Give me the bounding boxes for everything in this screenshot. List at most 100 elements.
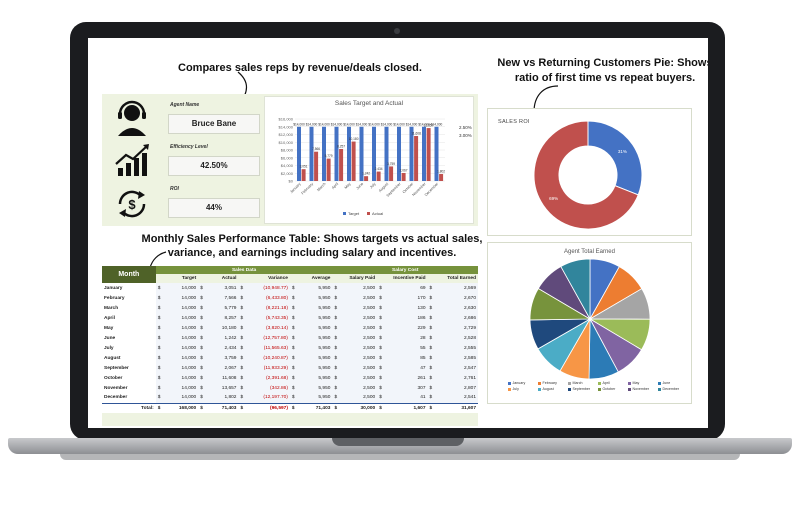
month-cell: April (102, 313, 156, 323)
cell-total: 31,607 (435, 402, 478, 413)
legend-swatch (568, 387, 571, 391)
currency-symbol: $ (238, 363, 247, 373)
y-tick-label: $10,000 (279, 140, 294, 145)
target-bar (297, 126, 301, 181)
cell-target: 14,000 (163, 363, 199, 373)
roi-label: ROI (170, 186, 179, 192)
currency-symbol: $ (198, 393, 207, 403)
agent-name-field[interactable]: Bruce Bane (168, 114, 260, 134)
legend-item: March (568, 381, 598, 385)
currency-symbol: $ (332, 293, 341, 303)
table-row: April $14,000 $8,257 $ (5,743.35) $5,950 $2,50… (102, 313, 478, 323)
cell-salary: 2,500 (340, 373, 378, 383)
target-data-label: $14,000 (393, 122, 405, 126)
currency-symbol: $ (198, 303, 207, 313)
actual-data-label: 5,779 (325, 154, 333, 158)
cell-average: 5,950 (297, 383, 333, 393)
cell-actual: 71,403 (206, 402, 239, 413)
currency-symbol: $ (289, 383, 298, 393)
currency-symbol: $ (427, 303, 436, 313)
y-tick-label: $8,000 (281, 148, 294, 153)
table-row: July $14,000 $2,434 $ (11,565.63) $5,950 $2,50… (102, 343, 478, 353)
table-annotation: Monthly Sales Performance Table: Shows t… (122, 232, 502, 261)
currency-symbol: $ (238, 303, 247, 313)
target-bar (384, 126, 389, 181)
legend-item: November (628, 387, 658, 391)
target-data-label: $14,000 (318, 122, 330, 126)
currency-symbol: $ (377, 293, 386, 303)
currency-symbol: $ (377, 363, 386, 373)
actual-bar (401, 172, 406, 181)
actual-data-label: 8,257 (337, 145, 345, 149)
table-row: January $14,000 $3,051 $ (10,948.77) $5,950 $2… (102, 283, 478, 293)
cell-target: 168,000 (163, 402, 199, 413)
currency-symbol: $ (332, 373, 341, 383)
legend-actual-swatch (367, 212, 370, 215)
currency-symbol: $ (238, 393, 247, 403)
cell-incentive: 307 (385, 383, 428, 393)
currency-symbol: $ (289, 363, 298, 373)
actual-bar (351, 141, 356, 181)
x-tick-label: April (331, 182, 339, 190)
cell-average: 5,950 (297, 323, 333, 333)
x-tick-label: March (316, 182, 326, 192)
cell-incentive: 170 (385, 293, 428, 303)
sales-roi-card: SALES ROI 31% 69% (487, 108, 692, 236)
currency-symbol: $ (155, 383, 164, 393)
cell-incentive: 69 (385, 283, 428, 293)
currency-symbol: $ (198, 353, 207, 363)
cell-total: 2,585 (435, 353, 478, 363)
sales-data-header: Sales Data (155, 266, 333, 274)
cell-incentive: 85 (385, 353, 428, 363)
target-bar (434, 126, 439, 181)
col-salary-paid: Salary Paid (332, 274, 378, 283)
cell-target: 14,000 (163, 383, 199, 393)
currency-symbol: $ (289, 283, 298, 293)
cell-actual: 7,566 (206, 293, 239, 303)
y-tick-label: $4,000 (281, 163, 294, 168)
pie-chart-title: Agent Total Earned (564, 249, 615, 255)
currency-symbol: $ (377, 383, 386, 393)
currency-symbol: $ (289, 393, 298, 403)
revenue-annotation: Compares sales reps by revenue/deals clo… (178, 62, 422, 74)
currency-symbol: $ (198, 363, 207, 373)
currency-symbol: $ (377, 333, 386, 343)
svg-text:$: $ (128, 197, 136, 212)
pie-annotation-line1: New vs Returning Customers Pie: Shows (497, 57, 708, 69)
cell-target: 14,000 (163, 323, 199, 333)
growth-chart-icon (115, 144, 149, 176)
legend-label: January (512, 381, 526, 385)
x-tick-label: July (369, 182, 377, 190)
roi-value: 44% (168, 198, 260, 218)
target-data-label: $14,000 (356, 122, 368, 126)
legend-swatch (658, 387, 661, 391)
cell-actual: 5,779 (206, 303, 239, 313)
actual-data-label: 3,759 (387, 162, 395, 166)
cell-salary: 2,500 (340, 323, 378, 333)
currency-symbol: $ (427, 333, 436, 343)
currency-symbol: $ (289, 313, 298, 323)
legend-swatch (508, 387, 511, 391)
pie-annotation-line2: ratio of first time vs repeat buyers. (514, 71, 696, 84)
currency-symbol: $ (332, 323, 341, 333)
salary-cost-header: Salary Cost (332, 266, 478, 274)
currency-symbol: $ (377, 283, 386, 293)
currency-symbol: $ (155, 353, 164, 363)
cell-target: 14,000 (163, 313, 199, 323)
currency-symbol: $ (155, 402, 164, 413)
month-header: Month (102, 266, 156, 283)
target-bar (359, 126, 364, 181)
currency-symbol: $ (377, 343, 386, 353)
legend-item: May (628, 381, 658, 385)
cell-total: 2,569 (435, 283, 478, 293)
actual-bar (389, 166, 394, 181)
agent-earned-card: Agent Total Earned January February March A… (487, 242, 692, 404)
y2-tick-label: 2.50% (459, 125, 472, 130)
actual-data-label: 2,434 (375, 167, 383, 171)
cell-variance: (2,391.68) (246, 373, 290, 383)
cell-variance: (5,743.35) (246, 313, 290, 323)
currency-symbol: $ (238, 383, 247, 393)
cell-variance: (10,240.87) (246, 353, 290, 363)
sales-performance-table: Month Sales Data Salary Cost Target Actu… (102, 266, 478, 426)
